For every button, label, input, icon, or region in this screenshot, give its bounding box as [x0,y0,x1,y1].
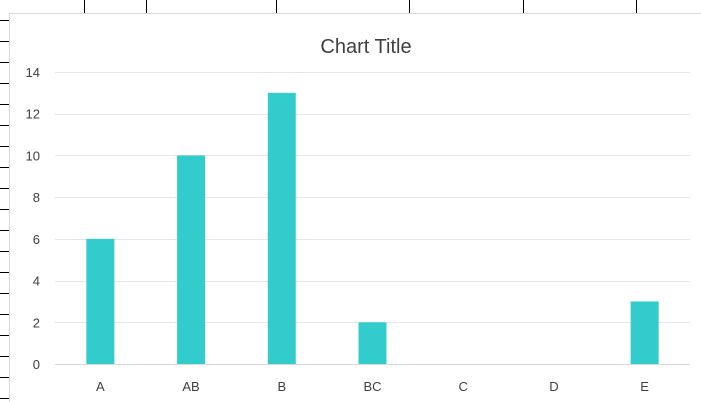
x-tick-label: A [96,379,105,394]
bar-b[interactable] [267,92,296,364]
y-tick-label: 12 [26,107,40,122]
y-tick-label: 8 [33,190,40,205]
x-tick-label: C [459,379,468,394]
bar-e[interactable] [630,301,659,364]
y-tick-label: 10 [26,148,40,163]
y-tick-label: 14 [26,65,40,80]
bar-a[interactable] [86,238,115,364]
x-tick-label: E [640,379,649,394]
bar-ab[interactable] [177,155,206,364]
y-tick-label: 4 [33,274,40,289]
chart-title[interactable]: Chart Title [320,36,412,58]
chart-area[interactable]: Chart Title [9,13,701,402]
bar-bc[interactable] [358,322,387,364]
x-axis-tick-labels: A AB B BC C D E [96,379,649,394]
y-tick-label: 0 [33,357,40,372]
y-tick-label: 2 [33,315,40,330]
y-axis-tick-labels: 0 2 4 6 8 10 12 14 [26,65,40,372]
x-tick-label: AB [182,379,199,394]
bars [86,92,659,364]
x-tick-label: B [277,379,286,394]
x-tick-label: D [549,379,558,394]
gridlines [55,72,690,365]
x-tick-label: BC [363,379,381,394]
y-tick-label: 6 [33,232,40,247]
